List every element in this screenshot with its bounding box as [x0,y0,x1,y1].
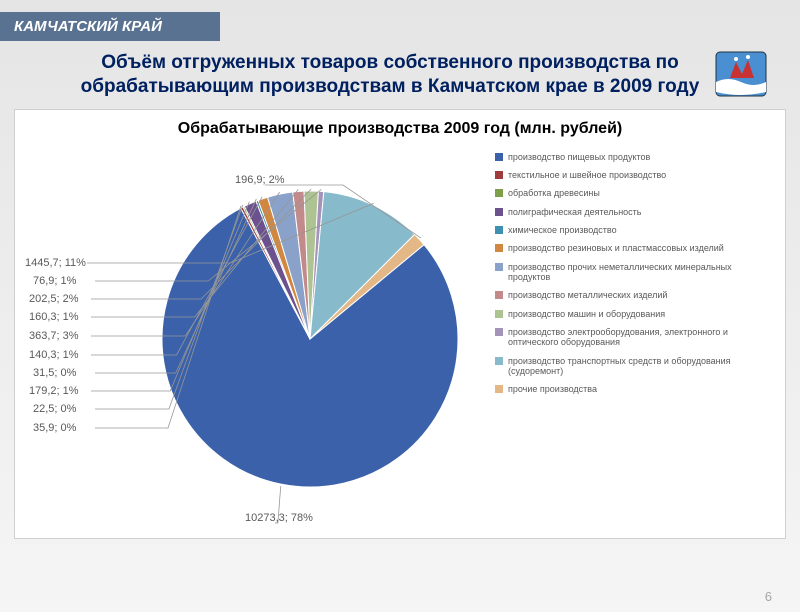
legend-item: производство электрооборудования, электр… [495,327,755,348]
slice-label: 76,9; 1% [33,275,76,287]
region-header: КАМЧАТСКИЙ КРАЙ [0,12,220,41]
legend-swatch [495,171,503,179]
slice-label: 35,9; 0% [33,422,76,434]
legend-item: производство пищевых продуктов [495,152,755,162]
legend-item: обработка древесины [495,188,755,198]
slice-label: 31,5; 0% [33,367,76,379]
legend-swatch [495,291,503,299]
legend-swatch [495,263,503,271]
legend-swatch [495,385,503,393]
chart-title: Обрабатывающие производства 2009 год (мл… [25,120,775,138]
legend-label: производство транспортных средств и обор… [508,356,755,377]
legend-item: производство машин и оборудования [495,309,755,319]
legend-label: производство машин и оборудования [508,309,665,319]
legend-item: производство резиновых и пластмассовых и… [495,243,755,253]
pie-chart [155,184,465,494]
slice-label: 22,5; 0% [33,403,76,415]
legend-swatch [495,357,503,365]
chart-body: 10273,3; 78% 35,9; 0% 22,5; 0% 179,2; 1% 31,… [25,144,775,524]
legend-item: полиграфическая деятельность [495,207,755,217]
slice-label: 202,5; 2% [29,293,79,305]
legend-label: производство металлических изделий [508,290,667,300]
legend-label: производство пищевых продуктов [508,152,650,162]
legend: производство пищевых продуктов текстильно… [495,144,755,524]
legend-swatch [495,153,503,161]
legend-label: химическое производство [508,225,617,235]
slice-label: 160,3; 1% [29,311,79,323]
legend-swatch [495,310,503,318]
legend-label: производство резиновых и пластмассовых и… [508,243,724,253]
slice-label: 196,9; 2% [235,174,285,186]
legend-label: производство прочих неметаллических мине… [508,262,755,283]
legend-swatch [495,189,503,197]
legend-label: текстильное и швейное производство [508,170,666,180]
legend-swatch [495,208,503,216]
legend-item: прочие производства [495,384,755,394]
legend-label: производство электрооборудования, электр… [508,327,755,348]
slice-label: 363,7; 3% [29,330,79,342]
legend-label: прочие производства [508,384,597,394]
region-emblem [714,48,768,102]
slice-label: 179,2; 1% [29,385,79,397]
page-number: 6 [765,589,772,604]
legend-item: производство металлических изделий [495,290,755,300]
legend-label: полиграфическая деятельность [508,207,641,217]
slice-label: 140,3; 1% [29,349,79,361]
legend-label: обработка древесины [508,188,600,198]
chart-card: Обрабатывающие производства 2009 год (мл… [14,109,786,539]
pie-area: 10273,3; 78% 35,9; 0% 22,5; 0% 179,2; 1% 31,… [25,144,495,524]
legend-item: производство прочих неметаллических мине… [495,262,755,283]
legend-item: химическое производство [495,225,755,235]
slice-label: 1445,7; 11% [25,257,86,269]
slice-label: 10273,3; 78% [245,512,313,524]
legend-swatch [495,226,503,234]
legend-item: производство транспортных средств и обор… [495,356,755,377]
main-title: Объём отгруженных товаров собственного п… [0,45,800,105]
legend-swatch [495,328,503,336]
legend-item: текстильное и швейное производство [495,170,755,180]
legend-swatch [495,244,503,252]
